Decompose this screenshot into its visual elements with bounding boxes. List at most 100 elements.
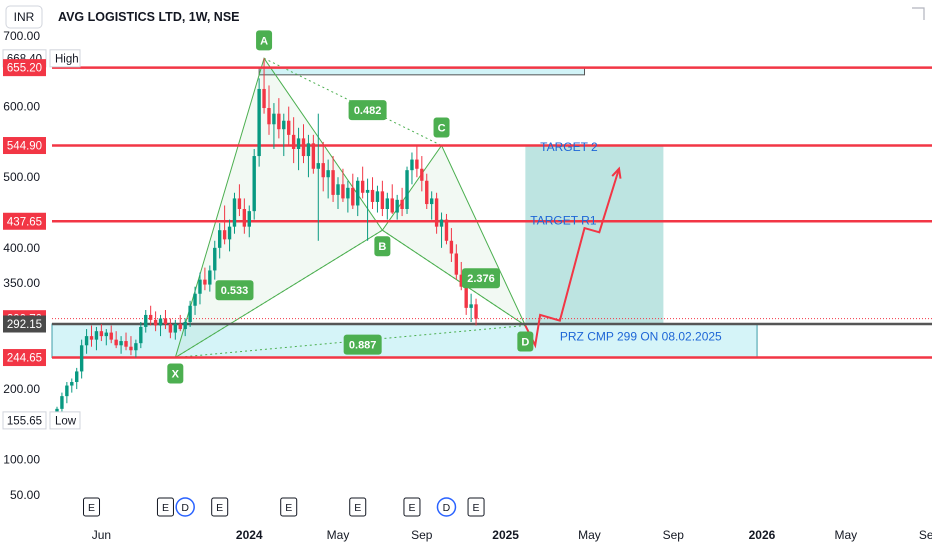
pattern-point-a: A [256,30,273,51]
candle-body [282,120,286,130]
price-tag-292.15[interactable]: 292.15 [3,315,46,333]
currency-button[interactable] [5,5,43,29]
candle-body [213,247,217,271]
price-tag-bg [3,59,46,77]
candle-body [444,219,449,241]
candle-body [301,138,306,157]
candle-body [439,219,444,227]
candle-body [70,382,74,386]
time-axis[interactable]: Jun 2024 May Sep 2025 May Sep 2026 May Sep [92,528,932,542]
candle-body [129,346,133,351]
horizontal-levels[interactable] [52,66,932,359]
price-tag-value: 437.65 [7,216,42,228]
y-tick-label: 400.00 [3,241,40,255]
candle-body [370,189,375,202]
price-tag-544.90[interactable]: 544.90 [3,137,46,155]
event-label: D [443,502,451,514]
earnings-event-icon[interactable]: E [349,497,367,517]
event-shape [436,497,457,517]
candle-body [114,339,118,346]
ratio-label: 0.533 [215,280,254,301]
pattern-dotted-BD [382,229,526,326]
candle-body [79,345,84,372]
candle-body [75,371,79,383]
note-target-r1[interactable]: TARGET R1 [530,214,597,228]
candle-body [474,304,478,319]
candle-body [375,191,380,202]
pattern-point-d: D [517,331,534,352]
candle-body [89,336,94,340]
candle-body [410,159,414,171]
ratio-label: 2.376 [461,268,500,289]
y-tick-label: 600.00 [3,100,40,114]
ratio-text: 2.376 [467,273,495,285]
x-tick-label: May [327,528,350,542]
earnings-event-icon[interactable]: E [156,497,174,517]
text-notes[interactable]: TARGET 2 TARGET R1 PRZ CMP 299 ON 08.02.20… [530,140,722,343]
expand-icon[interactable] [912,7,925,20]
candle-body [237,198,242,210]
event-shape [280,497,298,517]
note-prz-cmp-299-on-08-02-2025[interactable]: PRZ CMP 299 ON 08.02.2025 [560,329,722,343]
dividend-event-icon[interactable]: D [436,497,457,517]
price-tag-bg [3,349,46,367]
event-shape [403,497,421,517]
price-axis[interactable]: 700.00 600.00 500.00 400.00 350.00 200.00 100.… [2,29,81,502]
ratio-box [343,334,382,355]
earnings-event-icon[interactable]: E [280,497,298,517]
candle-body [119,341,123,346]
x-tick-label: 2024 [236,528,263,542]
note-target-2[interactable]: TARGET 2 [540,140,598,154]
pattern-point-box [167,363,184,384]
ratio-box [461,268,500,289]
chart-title: AVG LOGISTICS LTD, 1W, NSE [58,10,240,24]
price-tag-bg [3,315,46,333]
candle-body [242,209,247,227]
ratio-text: 0.887 [349,340,377,352]
event-label: E [473,502,480,514]
earnings-event-icon[interactable]: E [83,497,101,517]
zones-layer [51,67,758,359]
earnings-event-icon[interactable]: E [467,497,485,517]
candle-body [415,159,419,169]
y-tick-label: 350.00 [3,276,40,290]
projection-path[interactable] [524,168,620,349]
pattern-triangle-bcd [381,144,527,327]
candle-body [311,143,316,169]
candle-body [173,324,178,333]
earnings-event-icon[interactable]: E [211,497,229,517]
price-tag-244.65[interactable]: 244.65 [3,349,46,367]
earnings-event-icon[interactable]: E [403,497,421,517]
y-tick-label: 50.00 [10,488,40,502]
price-tag-437.65[interactable]: 437.65 [3,212,46,230]
event-shape [211,497,229,517]
ratio-text: 0.533 [221,285,249,297]
projection-arrow[interactable] [524,166,622,349]
price-tag-value: 292.15 [7,319,42,331]
candle-body [65,385,69,397]
ratio-box [215,280,254,301]
candle-body [434,198,439,227]
candle-body [341,184,345,199]
price-tag-155.65[interactable]: 155.65 Low [2,411,81,430]
pattern-point-label: A [260,35,268,47]
pattern-labels: X A B C D 0.533 0.482 2.376 0.887 [167,30,534,384]
projection-arrowhead[interactable] [611,166,622,179]
candle-body [252,156,256,212]
candle-body [99,331,104,337]
x-tick-label: 2025 [492,528,519,542]
candle-body [429,198,434,205]
candle-body [395,199,399,213]
event-label: E [88,502,95,514]
candle-body [321,163,325,178]
price-tag-caption-bg [49,411,81,430]
price-tag-bg [2,411,47,430]
candle-body [420,168,424,181]
candle-body [257,88,261,157]
dividend-event-icon[interactable]: D [175,497,195,517]
y-tick-label: 100.00 [3,453,40,467]
price-tag-655.20[interactable]: 655.20 [3,59,46,77]
top-right-icons[interactable] [912,7,925,20]
